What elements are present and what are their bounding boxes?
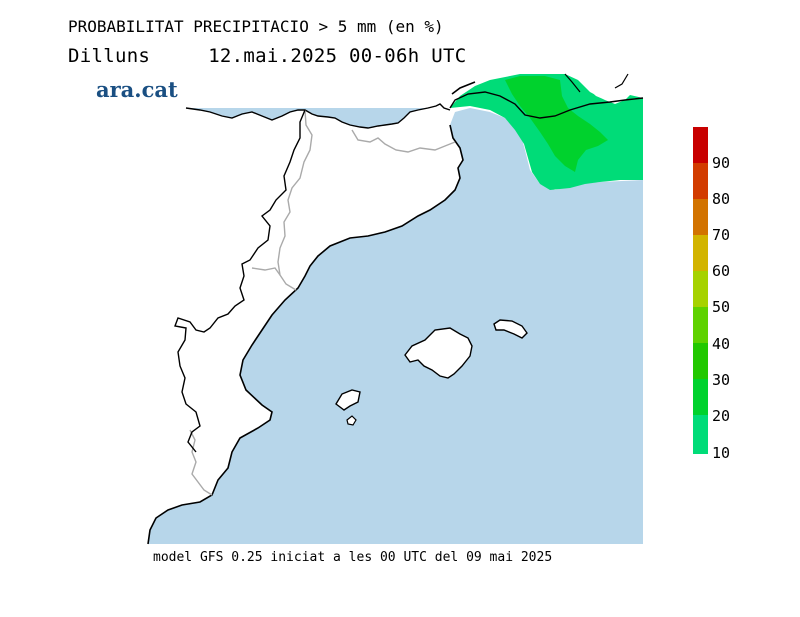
ara-cat-logo: ara.cat — [96, 77, 178, 102]
legend-swatch-70 — [693, 199, 708, 235]
legend-label-70: 70 — [712, 226, 731, 244]
prob-20-area — [505, 76, 608, 172]
legend-label-50: 50 — [712, 298, 731, 316]
land-france — [148, 74, 643, 544]
legend-label-30: 30 — [712, 371, 731, 389]
legend-label-90: 90 — [712, 154, 731, 172]
legend-label-80: 80 — [712, 190, 731, 208]
border-catalonia-valencia — [251, 267, 281, 276]
map-subtitle: Dilluns 12.mai.2025 00-06h UTC — [68, 45, 466, 67]
island-ibiza — [335, 389, 361, 411]
legend-swatch-30 — [693, 343, 708, 379]
border-france — [185, 103, 451, 129]
legend-label-10: 10 — [712, 444, 731, 462]
border-catalonia-aragon — [277, 109, 313, 291]
legend-swatch-90 — [693, 127, 708, 163]
france-coast — [449, 91, 644, 119]
france-coast-east — [564, 73, 629, 93]
day-label: Dilluns — [68, 45, 151, 67]
border-andorra — [351, 129, 456, 153]
border-valencia-murcia — [189, 429, 213, 496]
legend-swatch-10 — [693, 415, 708, 454]
coastline — [147, 81, 476, 545]
legend-label-40: 40 — [712, 335, 731, 353]
legend-swatch-40 — [693, 307, 708, 343]
island-mallorca — [404, 327, 473, 379]
date-time-label: 12.mai.2025 00-06h UTC — [208, 45, 467, 67]
island-menorca — [493, 319, 528, 339]
west-outline — [174, 109, 306, 453]
legend-swatch-20 — [693, 379, 708, 415]
legend-swatch-80 — [693, 163, 708, 199]
model-info-footer: model GFS 0.25 iniciat a les 00 UTC del … — [153, 550, 553, 565]
legend-swatch-60 — [693, 235, 708, 271]
island-formentera — [346, 415, 357, 426]
legend-label-20: 20 — [712, 407, 731, 425]
map-title: PROBABILITAT PRECIPITACIO > 5 mm (en %) — [68, 17, 444, 36]
legend-swatch-50 — [693, 271, 708, 307]
legend-colorbar — [693, 127, 708, 454]
legend-label-60: 60 — [712, 262, 731, 280]
